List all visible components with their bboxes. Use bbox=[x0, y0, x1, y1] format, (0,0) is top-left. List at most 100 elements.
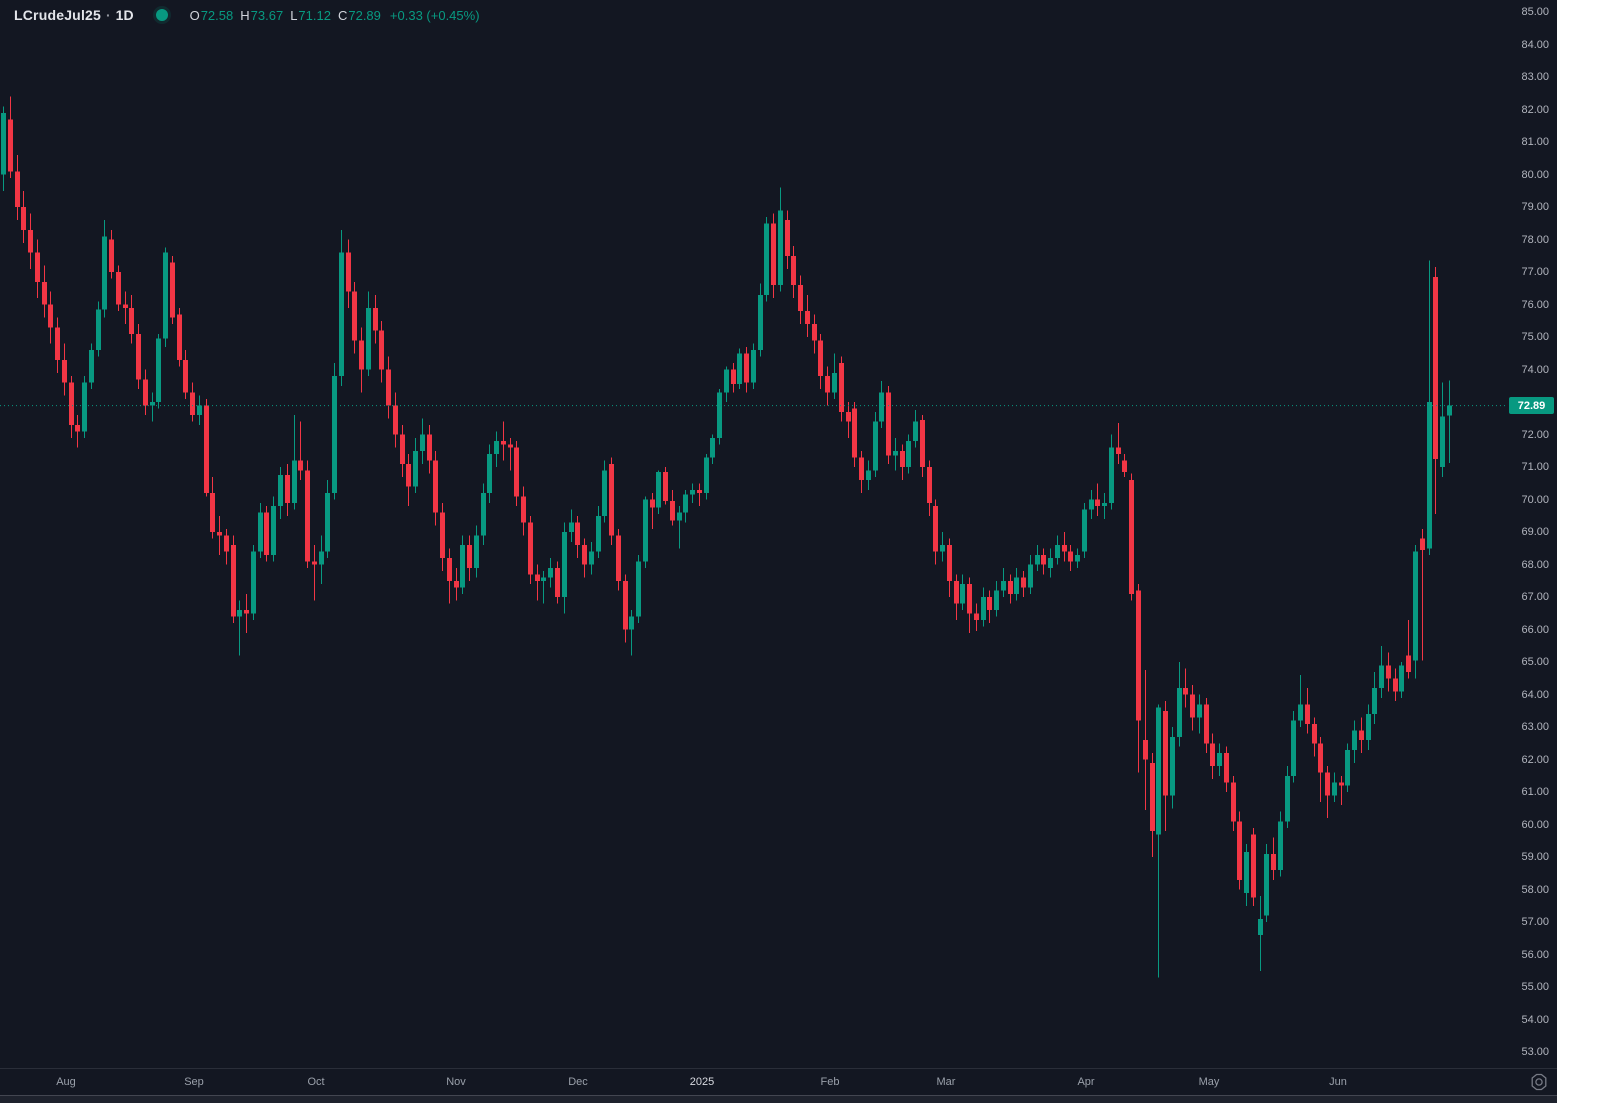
candle-body[interactable] bbox=[1231, 782, 1236, 822]
candle-body[interactable] bbox=[109, 239, 114, 273]
candle-body[interactable] bbox=[812, 324, 817, 341]
candle-body[interactable] bbox=[508, 444, 513, 448]
candle-body[interactable] bbox=[373, 307, 378, 331]
candle-body[interactable] bbox=[346, 252, 351, 292]
candle-body[interactable] bbox=[535, 574, 540, 581]
candle-body[interactable] bbox=[514, 447, 519, 497]
candle-body[interactable] bbox=[339, 252, 344, 377]
candle-body[interactable] bbox=[704, 457, 709, 494]
candle-body[interactable] bbox=[846, 411, 851, 422]
candle-body[interactable] bbox=[1068, 551, 1073, 562]
candle-body[interactable] bbox=[366, 307, 371, 370]
candle-body[interactable] bbox=[298, 460, 303, 471]
candle-body[interactable] bbox=[1393, 678, 1398, 692]
candle-body[interactable] bbox=[1136, 590, 1141, 721]
candle-body[interactable] bbox=[791, 255, 796, 286]
candle-body[interactable] bbox=[1244, 852, 1249, 893]
candle-body[interactable] bbox=[190, 392, 195, 416]
candle-body[interactable] bbox=[258, 512, 263, 552]
candle-body[interactable] bbox=[1177, 688, 1182, 737]
candle-body[interactable] bbox=[1041, 554, 1046, 565]
candle-body[interactable] bbox=[75, 424, 80, 432]
candle-body[interactable] bbox=[1285, 775, 1290, 822]
candle-body[interactable] bbox=[1082, 509, 1087, 552]
candle-body[interactable] bbox=[319, 551, 324, 565]
candle-body[interactable] bbox=[663, 471, 668, 502]
candle-body[interactable] bbox=[1386, 665, 1391, 679]
candle-body[interactable] bbox=[987, 597, 992, 611]
candle-body[interactable] bbox=[1399, 665, 1404, 692]
candle-body[interactable] bbox=[467, 545, 472, 568]
candle-body[interactable] bbox=[927, 467, 932, 503]
candle-body[interactable] bbox=[264, 512, 269, 555]
candle-body[interactable] bbox=[764, 223, 769, 295]
candle-body[interactable] bbox=[379, 330, 384, 370]
candle-body[interactable] bbox=[413, 450, 418, 487]
candle-body[interactable] bbox=[1089, 499, 1094, 510]
candle-body[interactable] bbox=[251, 551, 256, 614]
candle-body[interactable] bbox=[116, 272, 121, 305]
candle-body[interactable] bbox=[96, 309, 101, 350]
candle-body[interactable] bbox=[150, 402, 155, 406]
candle-body[interactable] bbox=[55, 327, 60, 360]
candle-body[interactable] bbox=[1190, 694, 1195, 718]
candle-body[interactable] bbox=[724, 369, 729, 393]
candle-body[interactable] bbox=[1035, 554, 1040, 565]
candle-body[interactable] bbox=[697, 489, 702, 494]
candle-body[interactable] bbox=[332, 376, 337, 493]
candle-body[interactable] bbox=[818, 340, 823, 377]
candle-body[interactable] bbox=[1, 112, 6, 175]
candle-body[interactable] bbox=[1440, 416, 1445, 467]
candle-body[interactable] bbox=[1163, 710, 1168, 796]
candle-body[interactable] bbox=[1264, 853, 1269, 916]
candle-body[interactable] bbox=[1339, 782, 1344, 786]
candle-body[interactable] bbox=[940, 545, 945, 552]
candle-body[interactable] bbox=[947, 545, 952, 581]
candle-body[interactable] bbox=[217, 532, 222, 536]
candle-body[interactable] bbox=[839, 363, 844, 412]
candle-body[interactable] bbox=[731, 369, 736, 385]
candle-body[interactable] bbox=[879, 392, 884, 422]
candle-body[interactable] bbox=[1427, 402, 1432, 549]
candle-body[interactable] bbox=[1379, 665, 1384, 689]
candle-body[interactable] bbox=[460, 545, 465, 588]
candle-body[interactable] bbox=[42, 281, 47, 305]
candle-body[interactable] bbox=[1237, 821, 1242, 880]
candle-body[interactable] bbox=[1150, 762, 1155, 832]
candle-body[interactable] bbox=[670, 501, 675, 521]
price-axis[interactable]: 72.89 85.00 84.00 83.00 82.00 81.00 80.00 79.0… bbox=[1505, 0, 1557, 1068]
candle-body[interactable] bbox=[1143, 740, 1148, 760]
candle-body[interactable] bbox=[82, 382, 87, 432]
candle-body[interactable] bbox=[1129, 480, 1134, 594]
candle-body[interactable] bbox=[163, 252, 168, 339]
candle-body[interactable] bbox=[1278, 821, 1283, 871]
candle-body[interactable] bbox=[1372, 688, 1377, 715]
candle-body[interactable] bbox=[771, 223, 776, 286]
candle-body[interactable] bbox=[48, 304, 53, 328]
candle-body[interactable] bbox=[1298, 704, 1303, 721]
candle-body[interactable] bbox=[1210, 743, 1215, 767]
candle-body[interactable] bbox=[1352, 730, 1357, 750]
candle-body[interactable] bbox=[1028, 564, 1033, 588]
candle-body[interactable] bbox=[1183, 688, 1188, 695]
candle-body[interactable] bbox=[393, 405, 398, 435]
candle-body[interactable] bbox=[589, 551, 594, 565]
candle-body[interactable] bbox=[521, 496, 526, 523]
candle-body[interactable] bbox=[359, 340, 364, 370]
candle-body[interactable] bbox=[170, 262, 175, 318]
candle-body[interactable] bbox=[913, 421, 918, 442]
candlestick-chart[interactable] bbox=[0, 0, 1505, 1068]
candle-body[interactable] bbox=[231, 545, 236, 617]
candle-body[interactable] bbox=[1271, 853, 1276, 871]
candle-body[interactable] bbox=[1001, 580, 1006, 591]
candle-body[interactable] bbox=[575, 522, 580, 546]
candle-body[interactable] bbox=[35, 252, 40, 282]
candle-body[interactable] bbox=[981, 597, 986, 620]
candle-body[interactable] bbox=[906, 441, 911, 467]
time-axis[interactable]: Aug Sep Oct Nov Dec 2025 Feb Mar Apr May Jun bbox=[0, 1068, 1557, 1096]
candle-body[interactable] bbox=[1156, 707, 1161, 835]
candle-body[interactable] bbox=[616, 535, 621, 581]
candle-body[interactable] bbox=[325, 493, 330, 552]
candle-body[interactable] bbox=[143, 379, 148, 406]
candle-body[interactable] bbox=[1224, 753, 1229, 783]
